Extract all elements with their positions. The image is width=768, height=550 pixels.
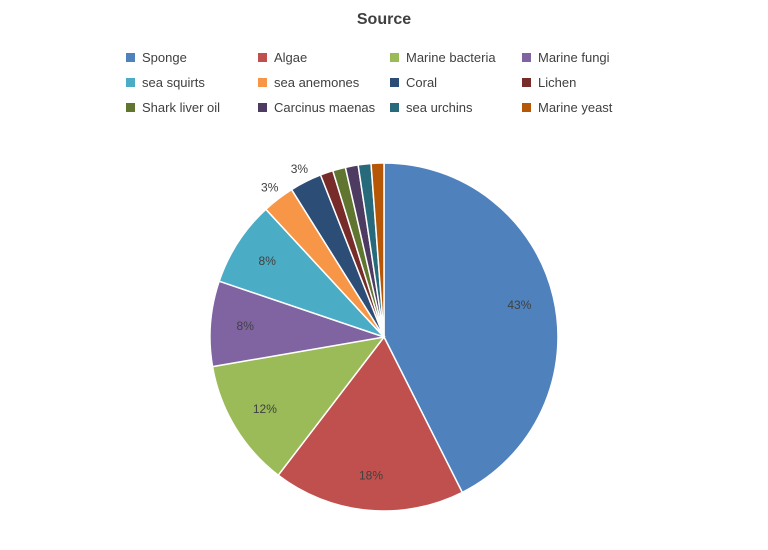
pie-slice <box>277 335 464 512</box>
legend-swatch <box>258 78 267 87</box>
legend-item: sea anemones <box>258 73 390 92</box>
slice-data-label: 43% <box>507 298 531 312</box>
legend-item: sea urchins <box>390 98 522 117</box>
legend-label: Carcinus maenas <box>274 100 376 115</box>
legend-item: Shark liver oil <box>126 98 258 117</box>
legend-label: Shark liver oil <box>142 100 221 115</box>
legend-label: Coral <box>406 75 438 90</box>
legend-swatch <box>522 53 531 62</box>
legend-swatch <box>258 103 267 112</box>
legend-item: Coral <box>390 73 522 92</box>
legend-item: Marine fungi <box>522 48 632 67</box>
legend-swatch <box>126 53 135 62</box>
legend-label: Algae <box>274 50 308 65</box>
legend-label: sea anemones <box>274 75 360 90</box>
slice-data-label: 8% <box>259 254 277 268</box>
legend-swatch <box>390 53 399 62</box>
slice-data-label: 12% <box>253 402 277 416</box>
legend-label: Sponge <box>142 50 187 65</box>
legend-label: Lichen <box>538 75 577 90</box>
legend-swatch <box>126 78 135 87</box>
legend-item: Carcinus maenas <box>258 98 390 117</box>
legend-item: sea squirts <box>126 73 258 92</box>
legend-item: Sponge <box>126 48 258 67</box>
legend-label: sea squirts <box>142 75 205 90</box>
pie-slice <box>370 162 385 338</box>
legend-swatch <box>126 103 135 112</box>
legend-label: Marine bacteria <box>406 50 496 65</box>
pie-slice <box>383 162 559 494</box>
legend-swatch <box>390 103 399 112</box>
slice-data-label: 18% <box>359 469 383 483</box>
legend-item: Lichen <box>522 73 632 92</box>
pie-slice <box>211 335 386 477</box>
legend-swatch <box>522 78 531 87</box>
legend: Sponge Algae Marine bacteria Marine fungi se… <box>126 48 646 117</box>
slice-data-label: 3% <box>291 162 309 176</box>
slice-data-label: 8% <box>237 319 255 333</box>
legend-item: Marine bacteria <box>390 48 522 67</box>
legend-swatch <box>522 103 531 112</box>
legend-label: sea urchins <box>406 100 473 115</box>
chart-title: Source <box>356 11 412 28</box>
legend-swatch <box>258 53 267 62</box>
legend-label: Marine fungi <box>538 50 610 65</box>
legend-label: Marine yeast <box>538 100 613 115</box>
slice-data-label: 3% <box>261 181 279 195</box>
legend-item: Marine yeast <box>522 98 632 117</box>
legend-item: Algae <box>258 48 390 67</box>
legend-swatch <box>390 78 399 87</box>
